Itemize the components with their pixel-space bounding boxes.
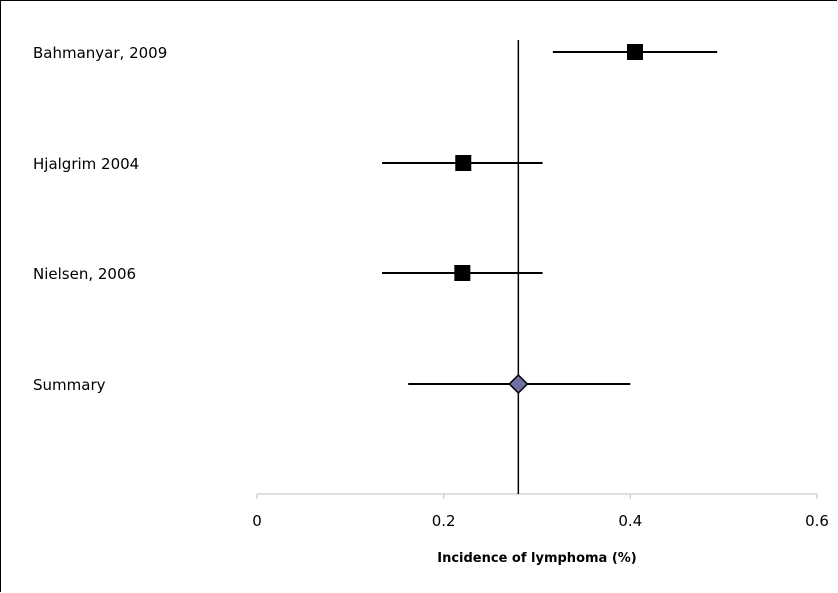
study-label: Hjalgrim 2004 <box>33 155 139 173</box>
study-row: Hjalgrim 2004 <box>33 155 543 173</box>
summary-diamond-marker <box>508 373 529 395</box>
x-tick-label: 0 <box>252 512 262 530</box>
point-estimate-marker <box>454 265 471 281</box>
study-label: Bahmanyar, 2009 <box>33 44 167 62</box>
x-tick-label: 0.4 <box>618 512 642 530</box>
study-rows: Bahmanyar, 2009 Hjalgrim 2004 Nielsen, 200… <box>33 44 718 395</box>
study-label: Summary <box>33 376 106 394</box>
study-label: Nielsen, 2006 <box>33 265 136 283</box>
study-row: Bahmanyar, 2009 <box>33 44 718 62</box>
x-axis-ticks: 0 0.2 0.4 0.6 <box>252 494 829 530</box>
study-row: Summary <box>33 373 631 395</box>
point-estimate-marker <box>627 44 643 60</box>
x-tick-label: 0.2 <box>432 512 456 530</box>
study-row: Nielsen, 2006 <box>33 265 543 283</box>
x-tick-label: 0.6 <box>805 512 829 530</box>
point-estimate-marker <box>455 155 472 171</box>
x-axis-title: Incidence of lymphoma (%) <box>437 551 637 566</box>
